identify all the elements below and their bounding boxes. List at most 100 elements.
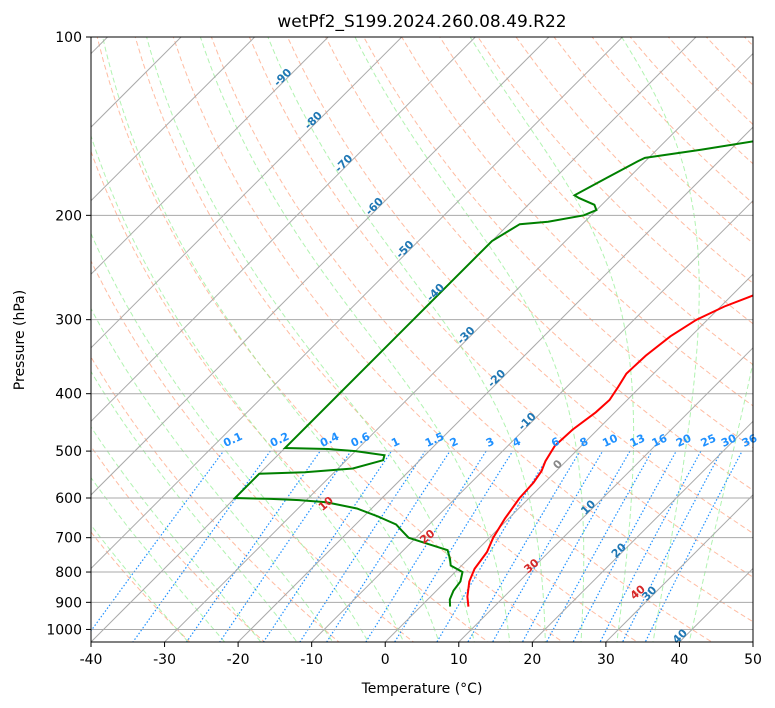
dry-adiabat-label: 30 — [521, 556, 541, 576]
mixing-ratio-label: 0.4 — [318, 430, 341, 450]
x-axis-label: Temperature (°C) — [361, 681, 483, 697]
moist-adiabat — [91, 232, 369, 642]
mixing-ratio-line — [325, 450, 451, 642]
dry-adiabat — [172, 37, 713, 642]
mixing-ratio-line — [467, 450, 581, 642]
isotherm-line — [531, 420, 753, 642]
dry-adiabat — [667, 37, 753, 126]
isotherm-label: -40 — [424, 281, 447, 304]
isotherm-label: -70 — [332, 152, 355, 175]
x-tick-label: -40 — [80, 652, 103, 668]
x-tick-label: -20 — [227, 652, 250, 668]
mixing-ratio-label: 0.6 — [349, 430, 372, 450]
x-tick-label: 30 — [597, 652, 615, 668]
mixing-ratio-label: 0.1 — [221, 430, 244, 450]
dry-adiabat — [91, 259, 415, 642]
isotherm-line — [91, 37, 182, 128]
moist-adiabat — [621, 37, 700, 642]
dry-adiabat — [477, 37, 753, 325]
isotherm-line — [310, 199, 753, 642]
isotherm-line — [91, 37, 403, 349]
moist-adiabat — [91, 426, 262, 642]
isotherm-label: -90 — [271, 66, 294, 89]
isotherm-line — [91, 37, 550, 496]
mixing-ratio-line — [262, 450, 392, 642]
x-tick-label: 20 — [523, 652, 541, 668]
isotherm-line — [458, 347, 753, 642]
mixing-ratio-line — [644, 450, 743, 642]
mixing-ratio-label: 2 — [448, 435, 460, 450]
isotherm-line — [237, 126, 753, 642]
y-axis: 100 200 300 400 500 600 700 800 900 1000 — [46, 30, 91, 638]
moist-adiabat — [267, 37, 546, 642]
dry-adiabat — [248, 37, 753, 578]
mixing-ratio-line — [394, 450, 514, 642]
y-axis-label: Pressure (hPa) — [12, 290, 28, 390]
mixing-ratio-label: 0.2 — [268, 430, 291, 450]
x-tick-label: 50 — [744, 652, 762, 668]
dry-adiabat-label: 20 — [417, 527, 437, 547]
mixing-ratio-label: 3 — [484, 435, 496, 450]
mixing-ratio-label: 36 — [740, 431, 760, 449]
dewpoint-line — [232, 140, 753, 607]
mixing-ratio-line — [621, 450, 722, 642]
dry-adiabat — [515, 37, 753, 284]
mixing-ratio-label: 16 — [650, 431, 670, 449]
isotherm-line — [91, 37, 477, 423]
moist-adiabat — [91, 524, 189, 642]
dry-adiabat — [439, 37, 753, 366]
grid-lines — [91, 37, 753, 642]
x-tick-label: 40 — [671, 652, 689, 668]
y-tick-label: 500 — [55, 444, 82, 460]
mixing-ratio-label: 10 — [600, 431, 620, 449]
y-tick-label: 200 — [55, 208, 82, 224]
y-tick-label: 1000 — [46, 622, 82, 638]
moist-adiabat — [354, 37, 585, 642]
y-tick-label: 900 — [55, 595, 82, 611]
mixing-ratio-line — [492, 450, 604, 642]
moist-adiabat — [91, 307, 334, 642]
mixing-ratio-label: 25 — [699, 432, 718, 450]
x-axis: -40 -30 -20 -10 0 10 20 30 40 50 — [80, 642, 762, 668]
moist-adiabat — [91, 370, 298, 642]
moist-adiabat — [146, 37, 475, 642]
moist-adiabat — [91, 134, 405, 642]
isotherm-label: -30 — [454, 324, 477, 347]
moist-adiabat — [469, 37, 635, 642]
mixing-ratio-line — [91, 450, 224, 632]
moist-adiabat — [688, 360, 753, 642]
isotherm-label: -20 — [485, 367, 508, 390]
x-tick-label: -10 — [300, 652, 323, 668]
isotherm-line — [384, 273, 753, 642]
isotherm-line — [91, 37, 329, 275]
mixing-ratio-label: 1.5 — [423, 430, 446, 450]
temperature-line — [466, 294, 753, 607]
mixing-ratio-label: 20 — [674, 431, 694, 449]
y-tick-label: 600 — [55, 491, 82, 507]
mixing-ratio-line — [185, 450, 321, 642]
y-tick-label: 100 — [55, 30, 82, 46]
isotherm-line — [91, 37, 256, 202]
dry-adiabat — [744, 37, 753, 47]
dry-adiabat — [134, 37, 639, 642]
mixing-ratio-label: 1 — [389, 435, 401, 450]
isotherm-line — [678, 567, 753, 642]
dry-adiabat — [325, 37, 753, 491]
dry-adiabat — [96, 37, 564, 642]
sounding-lines — [232, 140, 753, 607]
isotherm-line — [163, 52, 753, 642]
plot-frame — [90, 36, 754, 643]
isotherm-label: 10 — [578, 497, 598, 517]
dry-adiabat — [591, 37, 753, 204]
x-tick-label: 10 — [450, 652, 468, 668]
dry-adiabat — [210, 37, 753, 623]
isotherm-label: -10 — [516, 410, 539, 433]
moist-adiabat — [91, 476, 226, 642]
dry-adiabat — [91, 356, 340, 642]
chart-title: wetPf2_S199.2024.260.08.49.R22 — [277, 12, 566, 32]
x-tick-label: 0 — [381, 652, 390, 668]
y-tick-label: 700 — [55, 531, 82, 547]
mixing-ratio-label: 30 — [719, 431, 739, 449]
y-tick-label: 300 — [55, 313, 82, 329]
